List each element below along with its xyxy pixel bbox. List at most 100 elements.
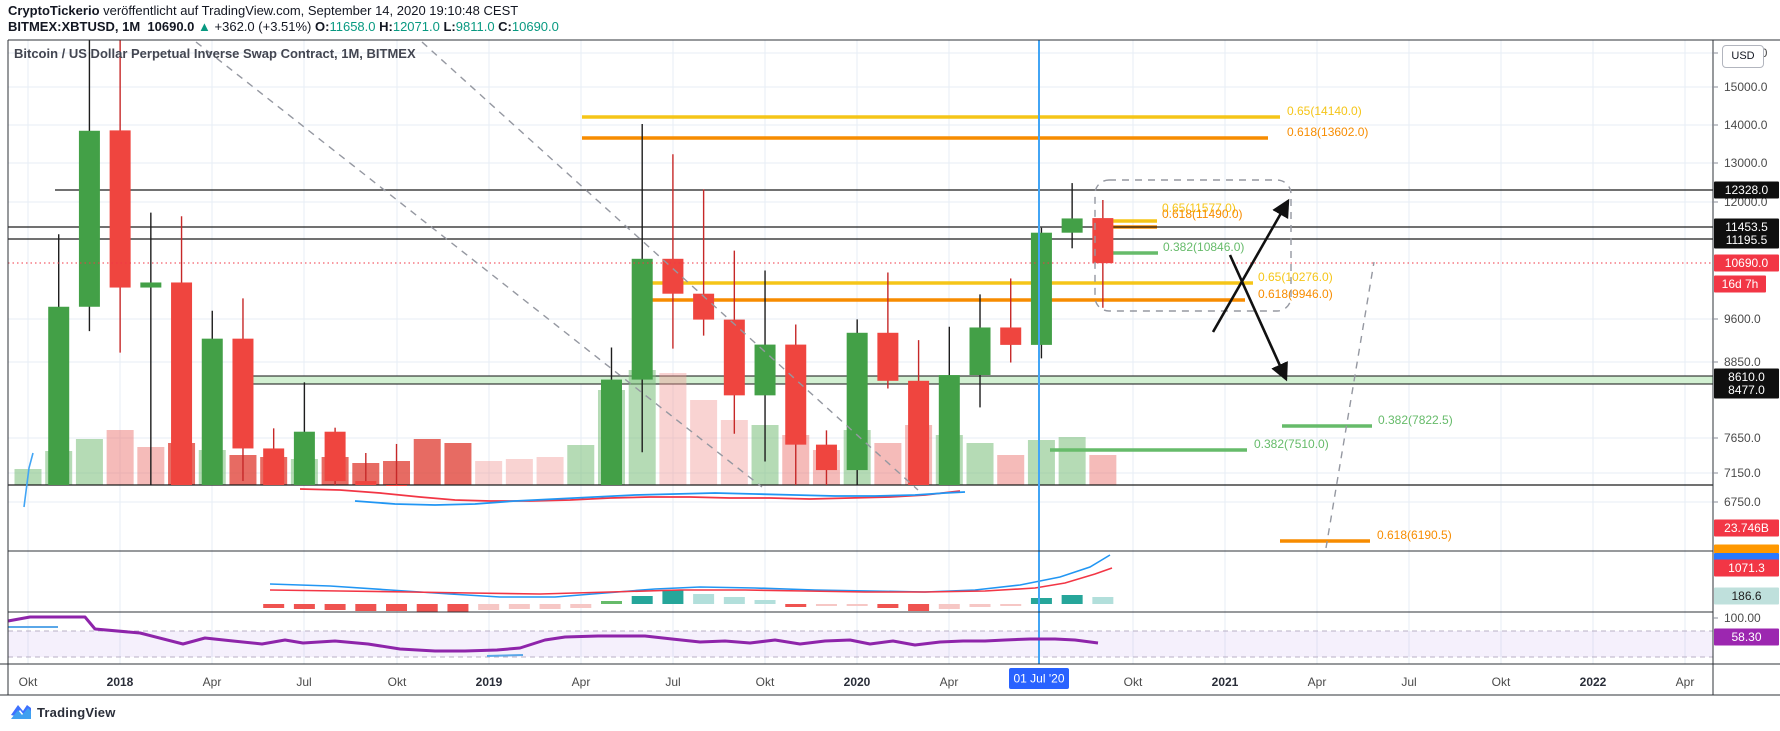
oscillator-bar [693,594,715,604]
up-arrow-icon: ▲ [198,19,211,34]
volume-bar [874,443,902,485]
price-axis-chip [1714,368,1779,386]
volume-ma-red [299,488,961,502]
candle-body [938,375,960,485]
open-label: O: [315,19,330,34]
oscillator-bar [723,597,745,604]
candle-body [785,344,807,445]
blue-segment [23,452,34,508]
price-tick-label: 6750.0 [1724,495,1761,509]
fib-level-label: 0.618(13602.0) [1287,125,1368,139]
header-line2: BITMEX:XBTUSD, 1M 10690.0 ▲ +362.0 (+3.5… [8,19,559,35]
oscillator-bar [263,604,285,608]
candle-body [263,448,285,485]
price-axis-chip [1714,254,1779,272]
tradingview-logo[interactable]: TradingView [10,700,116,724]
oscillator-bar [600,601,622,604]
volume-bar [536,457,564,485]
support-zone-band[interactable] [240,376,1713,384]
volume-ma-blue [354,491,966,506]
fib-level-label: 0.618(6190.5) [1377,528,1452,542]
fib-level-label: 0.65(11577.0) [1162,201,1236,215]
price-tick-label: 100.00 [1724,611,1761,625]
candle-body [78,130,100,307]
price-tick-label: 7150.0 [1724,466,1761,480]
time-axis-label: Jul [665,675,680,689]
oscillator-bar [293,604,315,609]
price-axis-chip-label: 16d 7h [1722,277,1759,291]
currency-unit-button[interactable]: USD [1722,45,1764,68]
high-value: 12071.0 [392,19,440,34]
candle-body [232,338,254,449]
oscillator-bar [908,604,930,611]
volume-bar [966,443,994,485]
volume-bar [106,430,134,485]
time-axis-label: Apr [1676,675,1695,689]
time-axis-label: Apr [1308,675,1327,689]
candle-body [324,431,346,482]
price-axis-chip [1714,559,1779,577]
price-tick-label: 13000.0 [1724,156,1768,170]
projection-arrow[interactable] [1228,254,1288,382]
oscillator-bar [969,604,991,607]
symbol-label[interactable]: BITMEX:XBTUSD, 1M [8,19,141,34]
brand-name: CryptoTickerio [8,3,100,18]
price-tick-label: 14000.0 [1724,118,1768,132]
oscillator-bar [631,596,653,604]
candle-body [908,380,930,485]
low-value: 9811.0 [455,19,495,34]
volume-bar [567,445,595,485]
oscillator-bar [324,604,346,610]
dashed-highlight-rect[interactable] [1094,179,1292,312]
dashed-trendline[interactable] [195,41,763,488]
fib-level-label: 0.65(10276.0) [1258,270,1333,284]
price-axis-chip-label: 11453.5 [1725,220,1768,234]
volume-bar [1089,455,1117,485]
volume-bar [997,455,1025,485]
published-text: veröffentlicht auf TradingView.com, Sept… [99,3,519,18]
price-axis-chip-label: 8610.0 [1728,370,1765,384]
volume-bar [413,439,441,485]
volume-bar [475,461,503,485]
header-line1: CryptoTickerio veröffentlicht auf Tradin… [8,3,559,19]
dashed-trendline[interactable] [1325,261,1375,549]
oscillator-bar [416,604,438,612]
volume-bar [1058,437,1086,485]
projection-arrow[interactable] [1211,198,1290,333]
price-axis-chip [1714,544,1779,554]
candle-body [48,306,70,485]
time-axis-label: Apr [203,675,222,689]
price-axis-chip-label: 10690.0 [1725,256,1769,270]
fib-level-label: 0.382(10846.0) [1163,240,1244,254]
time-axis-chip-label: 01 Jul '20 [1014,672,1065,686]
candle-body [386,485,408,486]
tradingview-logo-text: TradingView [37,704,116,720]
chart-legend-title[interactable]: Bitcoin / US Dollar Perpetual Inverse Sw… [14,46,416,61]
price-tick-label: 15000.0 [1724,80,1768,94]
fib-level-label: 0.65(14140.0) [1287,104,1362,118]
candle-body [293,431,315,485]
price-axis-chip [1714,218,1779,236]
oscillator-bar [1030,598,1052,604]
oscillator-bar [846,604,868,606]
price-axis-chip [1714,628,1779,646]
oscillator-bar [386,604,408,611]
volume-bar [444,443,472,485]
time-axis-label: 2020 [844,675,871,689]
candle-body [140,282,162,288]
last-price: 10690.0 [147,19,195,34]
price-change: +362.0 (+3.51%) [214,19,312,34]
price-axis-chip [1714,519,1779,537]
oscillator-bar [508,604,530,609]
oscillator-bar [570,604,592,608]
price-axis-chip-label: 12328.0 [1725,183,1769,197]
oscillator-red-line [269,567,1113,595]
time-axis-label: Apr [940,675,959,689]
volume-bar [75,439,103,485]
candle-body [355,481,377,485]
candle-body [693,293,715,320]
oscillator-bar [1092,597,1114,604]
time-axis-label: Jul [296,675,311,689]
candle-body [1000,327,1022,345]
